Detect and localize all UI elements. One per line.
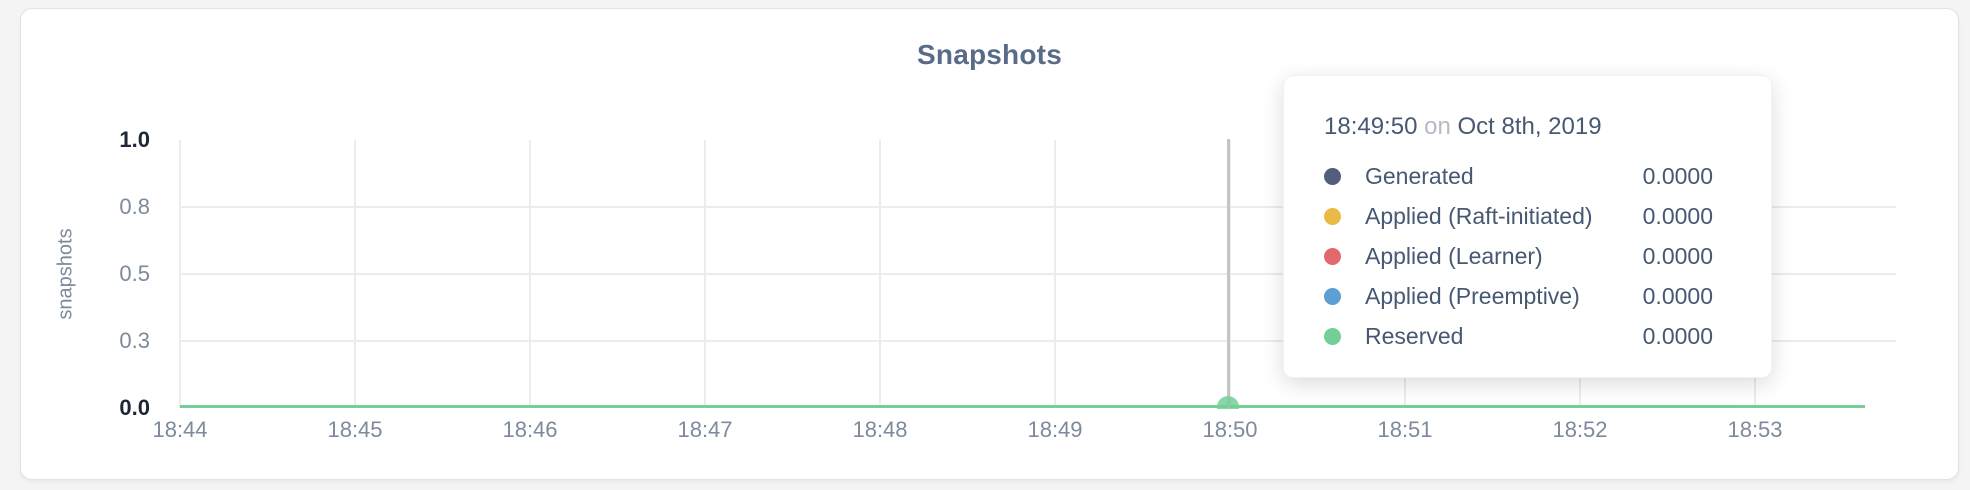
y-tick-label: 0.0 bbox=[119, 395, 150, 420]
x-tick-label: 18:51 bbox=[1377, 417, 1433, 442]
x-tick-label: 18:52 bbox=[1552, 417, 1608, 442]
tooltip-row: Applied (Raft-initiated) 0.0000 bbox=[1324, 196, 1713, 236]
series-value: 0.0000 bbox=[1642, 282, 1713, 309]
hover-point-dot bbox=[1217, 396, 1239, 409]
series-label: Applied (Raft-initiated) bbox=[1365, 202, 1593, 229]
reserved-series-line bbox=[180, 405, 1865, 408]
x-tick-label: 18:49 bbox=[1027, 417, 1083, 442]
tooltip-rows: Generated 0.0000 Applied (Raft-initiated… bbox=[1324, 156, 1713, 356]
y-tick-label: 0.5 bbox=[119, 261, 150, 286]
series-color-dot bbox=[1324, 247, 1341, 265]
series-label: Generated bbox=[1365, 162, 1474, 189]
tooltip-time: 18:49:50 bbox=[1324, 113, 1418, 140]
tooltip-on-word: on bbox=[1424, 113, 1451, 140]
y-tick-label: 1.0 bbox=[119, 127, 150, 152]
hover-point-clip bbox=[1217, 396, 1241, 409]
series-value: 0.0000 bbox=[1642, 322, 1713, 349]
y-gridline bbox=[180, 340, 1896, 342]
tooltip-row: Applied (Learner) 0.0000 bbox=[1324, 236, 1713, 276]
series-color-dot bbox=[1324, 167, 1341, 185]
y-gridline bbox=[180, 206, 1896, 208]
chart-title: Snapshots bbox=[917, 39, 1062, 70]
hover-guideline bbox=[1227, 139, 1230, 408]
y-tick-label: 0.8 bbox=[119, 194, 150, 219]
x-tick-label: 18:47 bbox=[677, 417, 733, 442]
hover-tooltip: 18:49:50 on Oct 8th, 2019 Generated 0.00… bbox=[1283, 75, 1772, 378]
y-tick-label: 0.3 bbox=[119, 328, 150, 353]
tooltip-row: Applied (Preemptive) 0.0000 bbox=[1324, 276, 1713, 316]
series-value: 0.0000 bbox=[1642, 242, 1713, 269]
series-label: Applied (Learner) bbox=[1365, 242, 1543, 269]
x-tick-label: 18:53 bbox=[1727, 417, 1783, 442]
tooltip-row: Generated 0.0000 bbox=[1324, 156, 1713, 196]
x-tick-label: 18:48 bbox=[852, 417, 908, 442]
series-color-dot bbox=[1324, 327, 1341, 345]
x-tick-label: 18:44 bbox=[152, 417, 208, 442]
y-axis-title: snapshots bbox=[54, 228, 77, 320]
y-gridline bbox=[180, 273, 1896, 275]
tooltip-date: Oct 8th, 2019 bbox=[1457, 113, 1602, 140]
series-value: 0.0000 bbox=[1642, 202, 1713, 229]
x-tick-label: 18:50 bbox=[1202, 417, 1258, 442]
series-value: 0.0000 bbox=[1642, 162, 1713, 189]
series-label: Applied (Preemptive) bbox=[1365, 282, 1580, 309]
series-color-dot bbox=[1324, 287, 1341, 305]
series-color-dot bbox=[1324, 207, 1341, 225]
series-label: Reserved bbox=[1365, 322, 1464, 349]
tooltip-header: 18:49:50 on Oct 8th, 2019 bbox=[1324, 112, 1713, 142]
x-tick-label: 18:45 bbox=[327, 417, 383, 442]
x-tick-label: 18:46 bbox=[502, 417, 558, 442]
tooltip-row: Reserved 0.0000 bbox=[1324, 316, 1713, 356]
